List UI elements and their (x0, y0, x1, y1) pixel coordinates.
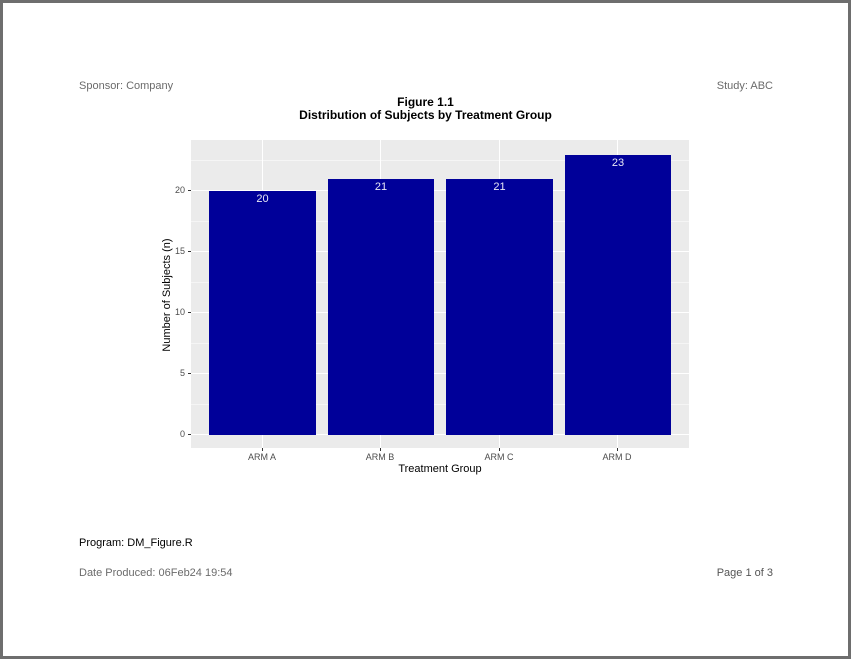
bar-value-label: 23 (611, 157, 625, 169)
y-tick-label: 5 (179, 368, 185, 378)
y-tick-label: 15 (174, 246, 185, 256)
x-tick-mark (617, 448, 618, 451)
program-label: Program: DM_Figure.R (79, 537, 193, 549)
gridline-major (191, 373, 689, 374)
figure-number: Figure 1.1 (397, 95, 454, 109)
gridline-major (191, 434, 689, 435)
x-tick-label: ARM C (484, 452, 514, 462)
y-axis-title: Number of Subjects (n) (161, 238, 173, 352)
sponsor-label: Sponsor: Company (79, 80, 174, 92)
x-tick-label: ARM A (247, 452, 276, 462)
bar-value-label: 21 (493, 181, 506, 193)
plot-panel: 20 21 21 23 (191, 140, 689, 448)
x-tick-mark (499, 448, 500, 451)
bar-arm-c (446, 179, 553, 435)
x-tick-mark (262, 448, 263, 451)
study-label: Study: ABC (716, 80, 773, 92)
bar-arm-d (565, 155, 671, 435)
gridline-major (191, 312, 689, 313)
y-tick-mark (188, 251, 191, 252)
gridline-minor (191, 221, 689, 222)
y-tick-label: 20 (174, 185, 185, 195)
gridline-minor (191, 343, 689, 344)
page-number: Page 1 of 3 (716, 567, 773, 579)
gridline-major (191, 190, 689, 191)
bar-value-label: 21 (374, 181, 388, 193)
x-tick-label: ARM B (365, 452, 395, 462)
gridline-minor (191, 160, 689, 161)
x-axis-title: Treatment Group (398, 463, 482, 475)
bar-value-label: 20 (256, 193, 269, 205)
y-tick-mark (188, 190, 191, 191)
y-tick-label: 10 (174, 307, 185, 317)
x-tick-label: ARM D (602, 452, 632, 462)
date-produced: Date Produced: 06Feb24 19:54 (79, 567, 233, 579)
bar-arm-b (328, 179, 434, 435)
y-tick-label: 0 (179, 429, 185, 439)
bar-arm-a (209, 191, 316, 435)
figure-title: Distribution of Subjects by Treatment Gr… (299, 108, 552, 122)
gridline-major (191, 251, 689, 252)
y-tick-mark (188, 373, 191, 374)
gridline-minor (191, 404, 689, 405)
x-tick-mark (380, 448, 381, 451)
gridline-minor (191, 282, 689, 283)
y-tick-mark (188, 312, 191, 313)
y-tick-mark (188, 434, 191, 435)
